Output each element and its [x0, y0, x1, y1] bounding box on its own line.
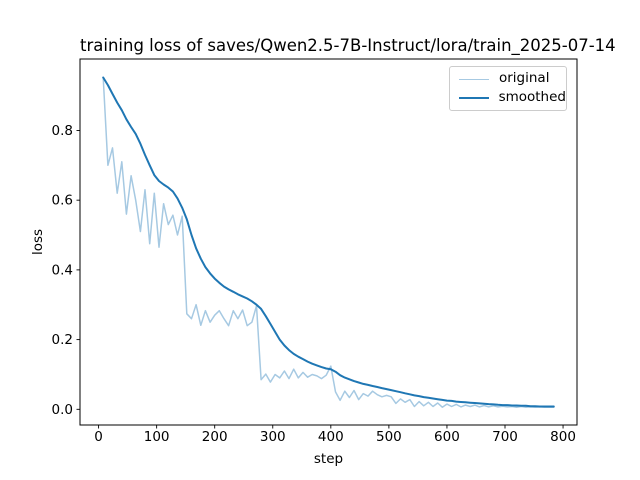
x-tick-label: 700 [492, 429, 518, 445]
legend-label-original: original [499, 70, 550, 87]
x-tick-label: 600 [434, 429, 460, 445]
smoothed-line-swatch [459, 96, 489, 99]
legend-label-smoothed: smoothed [498, 89, 566, 106]
y-tick-label: 0.4 [52, 262, 73, 278]
legend: original smoothed [449, 66, 567, 111]
y-tick-label: 0.6 [52, 193, 73, 209]
y-axis-label: loss [30, 228, 46, 256]
original-line [102, 76, 555, 408]
plot-frame [79, 58, 578, 426]
chart-title: training loss of saves/Qwen2.5-7B-Instru… [80, 36, 616, 55]
legend-entry-original: original [459, 72, 566, 86]
x-tick-label: 200 [202, 429, 228, 445]
y-tick-label: 0.2 [52, 332, 73, 348]
x-tick-label: 500 [376, 429, 402, 445]
y-tick-label: 0.0 [52, 402, 73, 418]
legend-entry-smoothed: smoothed [459, 91, 566, 105]
x-tick-label: 100 [144, 429, 170, 445]
x-tick-label: 300 [260, 429, 286, 445]
original-line-swatch [459, 78, 489, 80]
smoothed-line [102, 76, 555, 408]
x-axis-label: step [313, 451, 344, 467]
x-tick-label: 0 [94, 429, 103, 445]
x-tick-label: 800 [550, 429, 576, 445]
y-tick-label: 0.8 [52, 123, 73, 139]
x-tick-label: 400 [318, 429, 344, 445]
